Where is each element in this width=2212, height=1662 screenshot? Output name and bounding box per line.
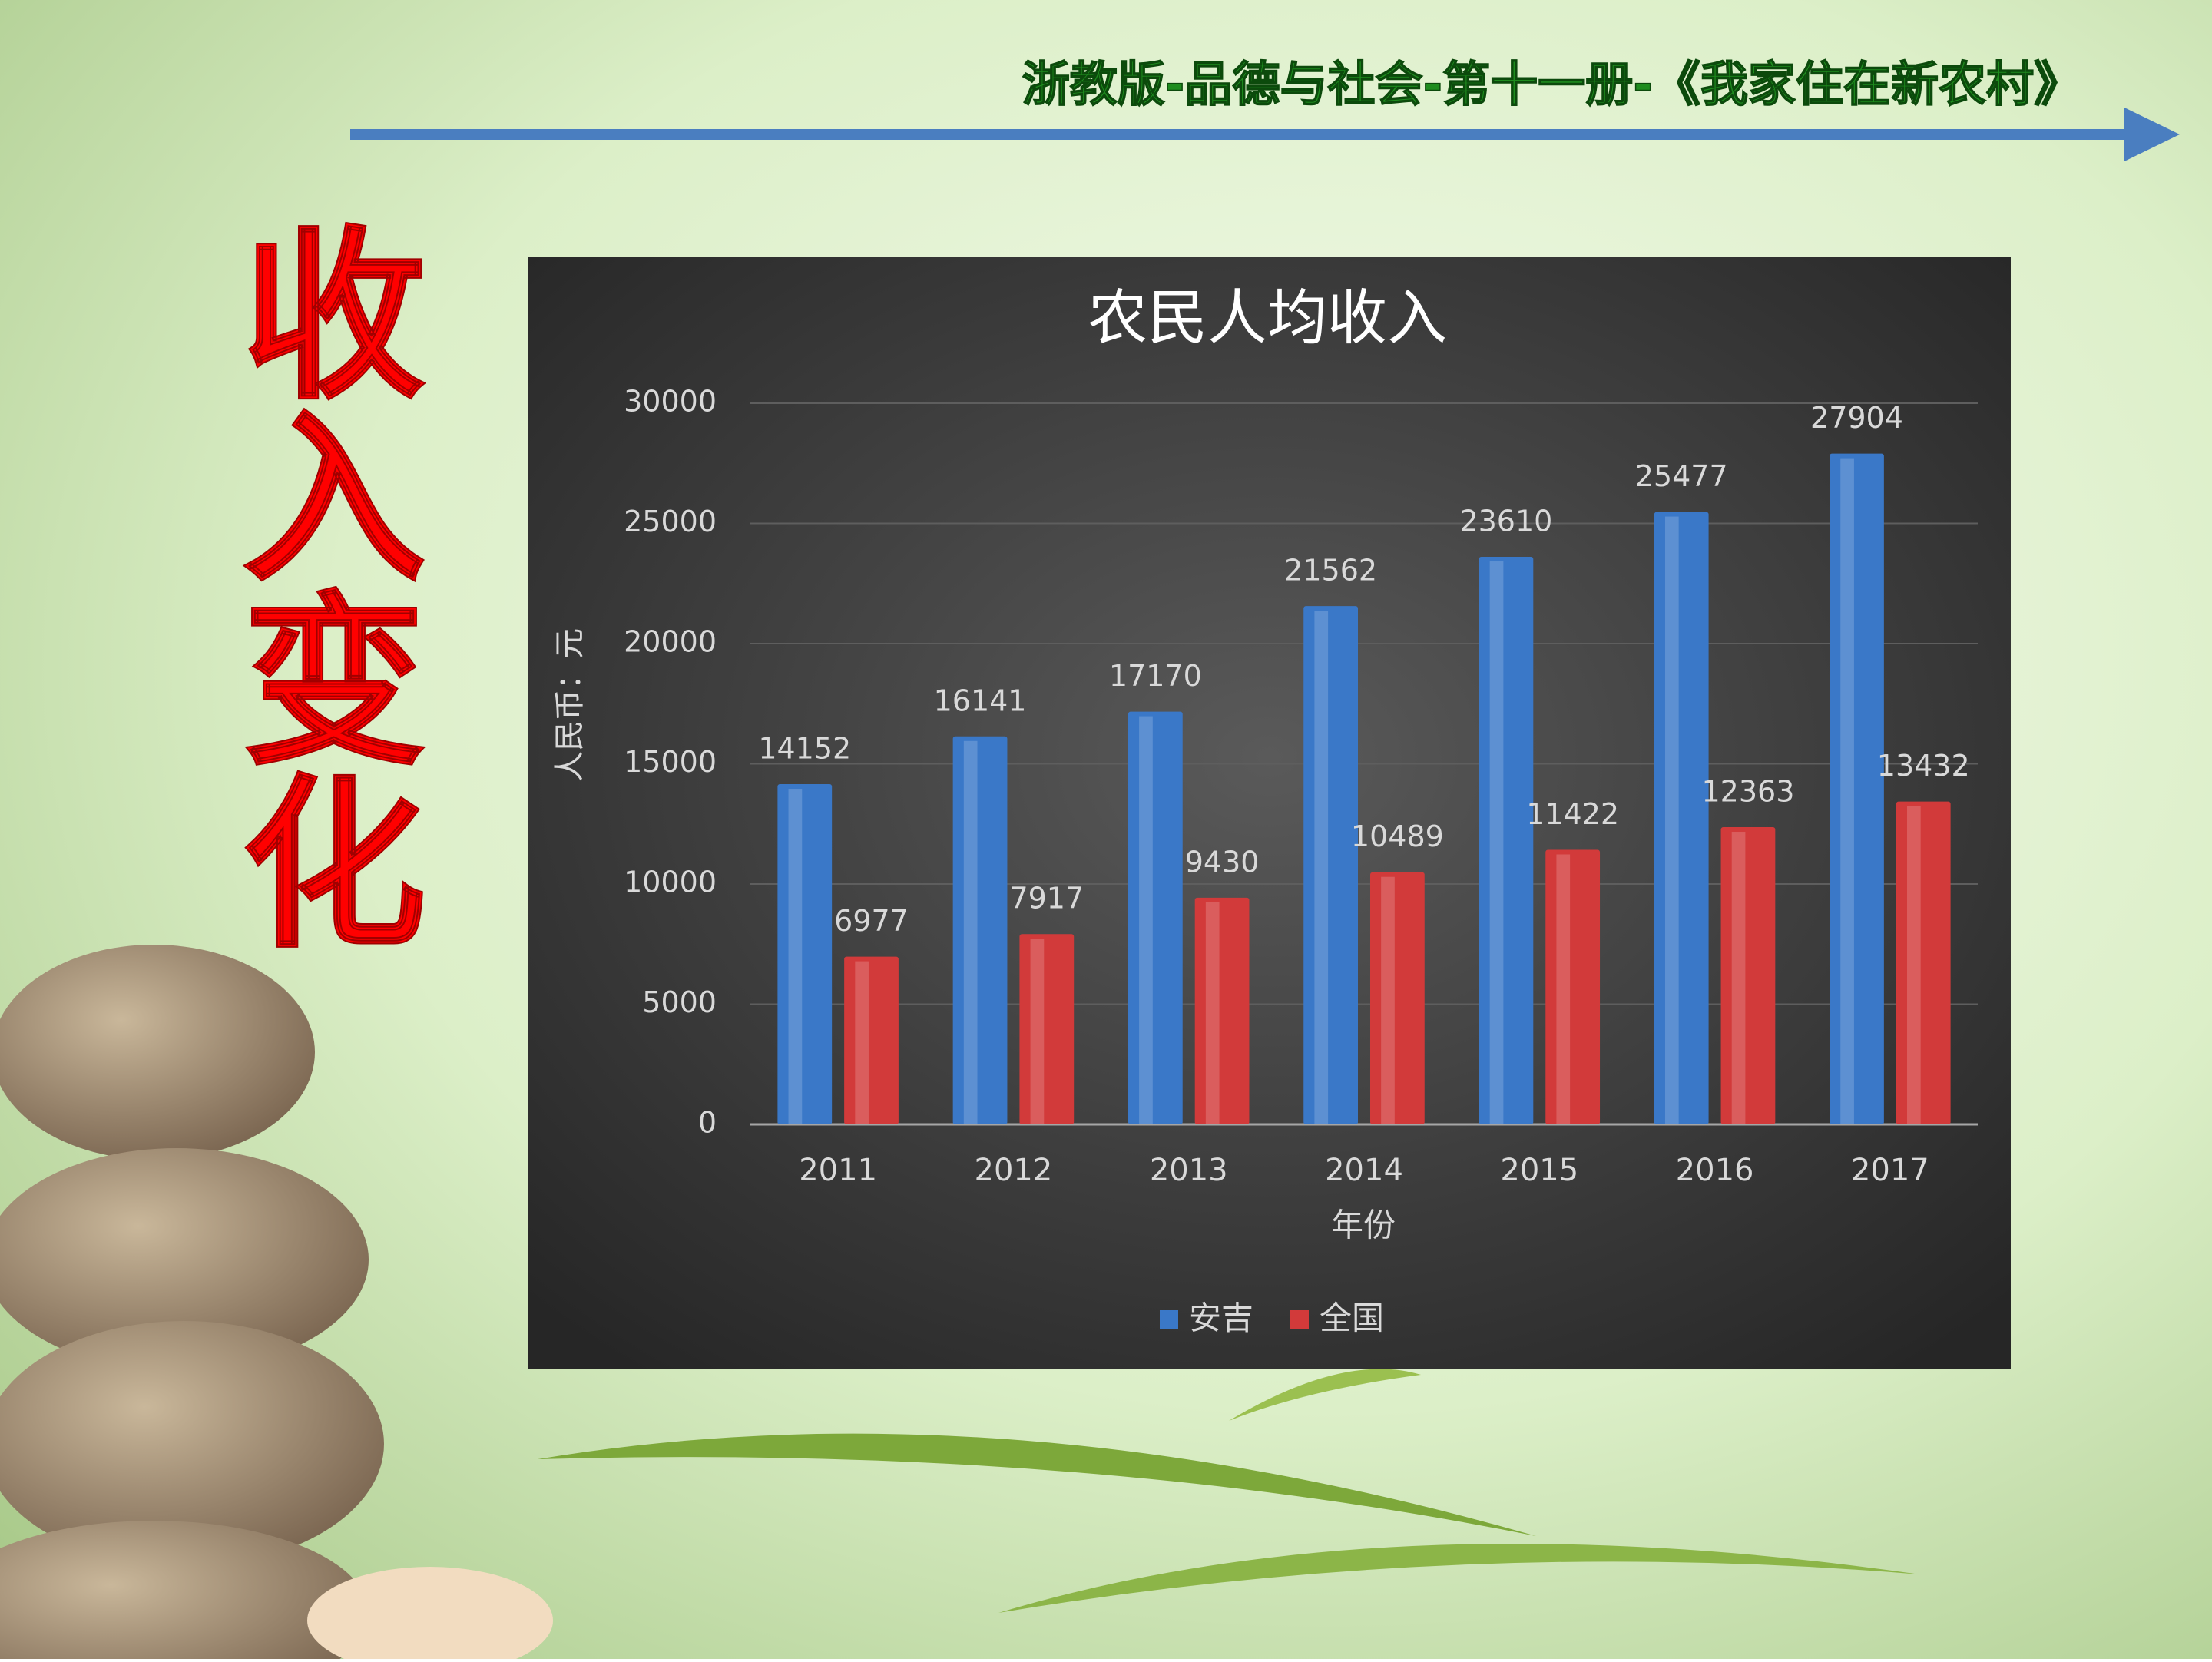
x-tick-label: 2014 xyxy=(1325,1153,1403,1188)
bar xyxy=(844,956,899,1124)
legend-label: 全国 xyxy=(1320,1299,1384,1337)
header-arrow xyxy=(350,108,2180,161)
bar-shine xyxy=(1139,716,1153,1124)
bar xyxy=(777,784,833,1124)
bar-shine xyxy=(1664,516,1679,1124)
data-label: 10489 xyxy=(1351,819,1444,853)
plot: 0 5000 10000 15000 20000 25000 30000 2011 14152 6… xyxy=(624,385,1978,1337)
y-tick-label: 15000 xyxy=(624,745,717,779)
data-label: 11422 xyxy=(1526,797,1619,831)
side-title-char: 变 xyxy=(242,575,426,790)
x-tick-label: 2016 xyxy=(1676,1153,1754,1188)
data-label: 16141 xyxy=(934,684,1027,717)
data-label: 27904 xyxy=(1810,401,1903,435)
y-tick-label: 0 xyxy=(698,1106,717,1140)
y-tick-label: 10000 xyxy=(624,866,717,899)
bar-shine xyxy=(855,961,869,1124)
bar-shine xyxy=(1907,806,1921,1124)
decoration xyxy=(0,945,1920,1662)
side-title-char: 入 xyxy=(242,392,426,608)
bar xyxy=(1194,897,1250,1124)
bar xyxy=(1019,934,1075,1124)
x-tick-label: 2012 xyxy=(975,1153,1053,1188)
bar xyxy=(1303,606,1359,1124)
bar-shine xyxy=(1381,876,1395,1124)
data-label: 21562 xyxy=(1284,554,1377,588)
chart-title: 农民人均收入 xyxy=(1088,283,1447,353)
data-label: 7917 xyxy=(1009,882,1084,915)
bar xyxy=(1830,453,1884,1124)
bar xyxy=(1896,801,1951,1124)
legend-swatch xyxy=(1160,1310,1178,1329)
bar-shine xyxy=(963,740,978,1124)
bar-shine xyxy=(1731,832,1746,1124)
data-label: 14152 xyxy=(758,732,851,766)
bar-shine xyxy=(1314,611,1329,1124)
header: 浙教版-品德与社会-第十一册-《我家住在新农村》 xyxy=(1022,56,2081,112)
chart-panel xyxy=(528,257,2011,1369)
x-tick-label: 2013 xyxy=(1150,1153,1228,1188)
data-label: 17170 xyxy=(1109,659,1202,693)
bar xyxy=(1654,512,1709,1124)
data-label: 25477 xyxy=(1635,459,1728,493)
bar-shine xyxy=(1030,939,1045,1124)
y-tick-label: 20000 xyxy=(624,625,717,659)
y-axis-label: 人民币：元 xyxy=(552,628,588,782)
bar xyxy=(1720,827,1776,1124)
bar-shine xyxy=(1840,458,1854,1124)
legend-label: 安吉 xyxy=(1189,1299,1253,1337)
y-tick-label: 30000 xyxy=(624,385,717,419)
data-label: 23610 xyxy=(1459,505,1552,538)
bar-shine xyxy=(1489,561,1504,1124)
bar-shine xyxy=(1556,854,1571,1124)
x-tick-label: 2015 xyxy=(1500,1153,1578,1188)
bar xyxy=(1479,557,1534,1124)
data-label: 12363 xyxy=(1702,775,1795,809)
x-tick-label: 2017 xyxy=(1851,1153,1929,1188)
bar xyxy=(1369,872,1425,1124)
y-tick-label: 5000 xyxy=(642,985,717,1019)
x-axis-label: 年份 xyxy=(1331,1207,1396,1244)
bar-shine xyxy=(788,789,803,1124)
legend-swatch xyxy=(1290,1310,1309,1329)
side-title-char: 化 xyxy=(242,758,426,973)
bar xyxy=(952,736,1008,1124)
bar xyxy=(1545,849,1601,1124)
y-tick-label: 25000 xyxy=(624,505,717,538)
data-label: 13432 xyxy=(1877,749,1970,783)
side-title-char: 收 xyxy=(242,210,426,425)
data-label: 9430 xyxy=(1185,845,1260,879)
bar-shine xyxy=(1205,902,1220,1124)
bar xyxy=(1128,711,1183,1124)
data-label: 6977 xyxy=(834,904,909,938)
x-tick-label: 2011 xyxy=(799,1153,877,1188)
